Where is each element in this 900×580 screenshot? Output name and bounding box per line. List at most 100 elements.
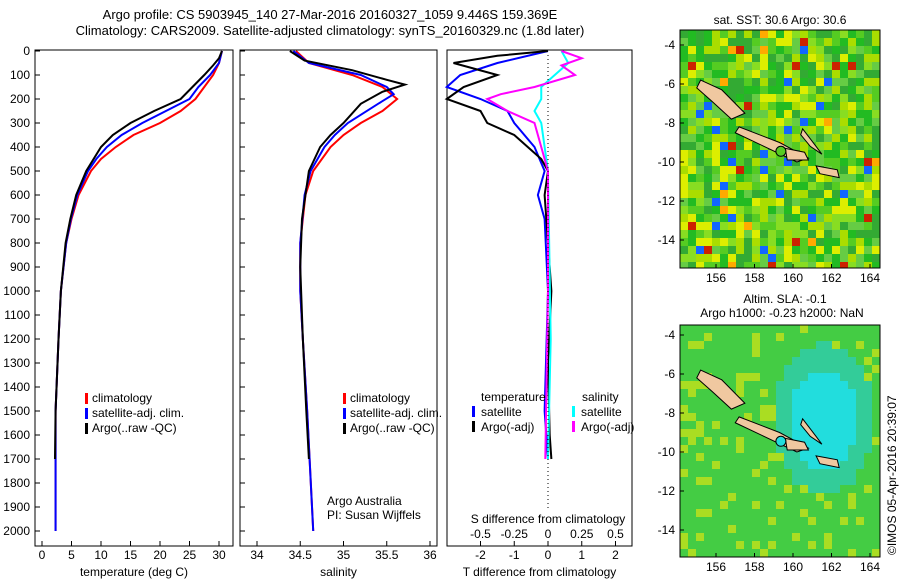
map-cell: [752, 485, 760, 493]
map-cell: [840, 206, 848, 214]
map-cell: [768, 78, 776, 86]
map-cell: [704, 182, 712, 190]
map-cell: [696, 118, 704, 126]
map-cell: [832, 206, 840, 214]
map-cell: [688, 493, 696, 501]
map-cell: [800, 30, 808, 38]
x-tick-label: -1: [509, 548, 520, 562]
map-cell: [712, 222, 720, 230]
map-cell: [720, 118, 728, 126]
map-cell: [760, 38, 768, 46]
legend-swatch: [343, 423, 346, 434]
map-cell: [864, 541, 872, 549]
map-cell: [872, 397, 880, 405]
map-cell: [768, 517, 776, 525]
map-cell: [848, 469, 856, 477]
series-line-argo-raw-qc-: [53, 50, 223, 460]
map-cell: [824, 533, 832, 541]
map-cell: [760, 62, 768, 70]
map-cell: [784, 214, 792, 222]
sst-map-title: sat. SST: 30.6 Argo: 30.6: [714, 13, 847, 27]
map-cell: [840, 429, 848, 437]
map-cell: [824, 445, 832, 453]
map-cell: [848, 262, 856, 268]
map-cell: [736, 198, 744, 206]
map-cell: [720, 190, 728, 198]
map-cell: [848, 549, 856, 557]
map-cell: [736, 549, 744, 557]
map-cell: [808, 341, 816, 349]
map-cell: [696, 38, 704, 46]
map-cell: [792, 541, 800, 549]
map-cell: [712, 365, 720, 373]
map-cell: [784, 238, 792, 246]
map-cell: [704, 477, 712, 485]
map-cell: [728, 94, 736, 102]
map-cell: [696, 525, 704, 533]
map-cell: [696, 206, 704, 214]
map-cell: [720, 501, 728, 509]
map-cell: [856, 238, 864, 246]
map-cell: [744, 198, 752, 206]
map-cell: [768, 118, 776, 126]
series-line-s-satellite: [533, 50, 570, 460]
legend-swatch: [472, 406, 475, 417]
map-cell: [744, 349, 752, 357]
map-cell: [752, 381, 760, 389]
map-cell: [760, 541, 768, 549]
map-cell: [776, 477, 784, 485]
map-cell: [688, 62, 696, 70]
map-cell: [720, 30, 728, 38]
map-cell: [712, 341, 720, 349]
map-cell: [752, 158, 760, 166]
map-cell: [824, 389, 832, 397]
map-cell: [840, 158, 848, 166]
map-cell: [792, 381, 800, 389]
map-cell: [840, 78, 848, 86]
map-cell: [792, 94, 800, 102]
lon-tick-label: 160: [783, 271, 803, 285]
map-cell: [688, 230, 696, 238]
map-cell: [752, 70, 760, 78]
map-cell: [752, 549, 760, 557]
map-cell: [744, 166, 752, 174]
map-cell: [848, 349, 856, 357]
map-cell: [744, 437, 752, 445]
map-cell: [792, 222, 800, 230]
map-cell: [784, 142, 792, 150]
argo-float-marker: [775, 145, 787, 157]
map-cell: [800, 38, 808, 46]
map-cell: [800, 238, 808, 246]
map-cell: [752, 341, 760, 349]
map-cell: [872, 38, 880, 46]
map-cell: [752, 493, 760, 501]
map-cell: [688, 94, 696, 102]
map-cell: [744, 214, 752, 222]
map-cell: [760, 421, 768, 429]
map-cell: [736, 541, 744, 549]
map-cell: [864, 365, 872, 373]
map-cell: [760, 70, 768, 78]
map-cell: [840, 230, 848, 238]
map-cell: [816, 325, 824, 333]
map-cell: [720, 78, 728, 86]
map-cell: [680, 38, 688, 46]
map-cell: [848, 445, 856, 453]
map-cell: [848, 38, 856, 46]
map-cell: [824, 357, 832, 365]
map-cell: [792, 174, 800, 182]
map-cell: [808, 134, 816, 142]
map-cell: [704, 421, 712, 429]
map-cell: [728, 118, 736, 126]
map-cell: [840, 509, 848, 517]
map-cell: [744, 150, 752, 158]
map-cell: [736, 214, 744, 222]
map-cell: [800, 198, 808, 206]
map-cell: [744, 246, 752, 254]
legend-label: Argo(..raw -QC): [92, 421, 177, 435]
map-cell: [864, 549, 872, 557]
y-tick-label: 100: [10, 68, 30, 82]
map-cell: [800, 206, 808, 214]
map-cell: [704, 118, 712, 126]
map-cell: [864, 142, 872, 150]
